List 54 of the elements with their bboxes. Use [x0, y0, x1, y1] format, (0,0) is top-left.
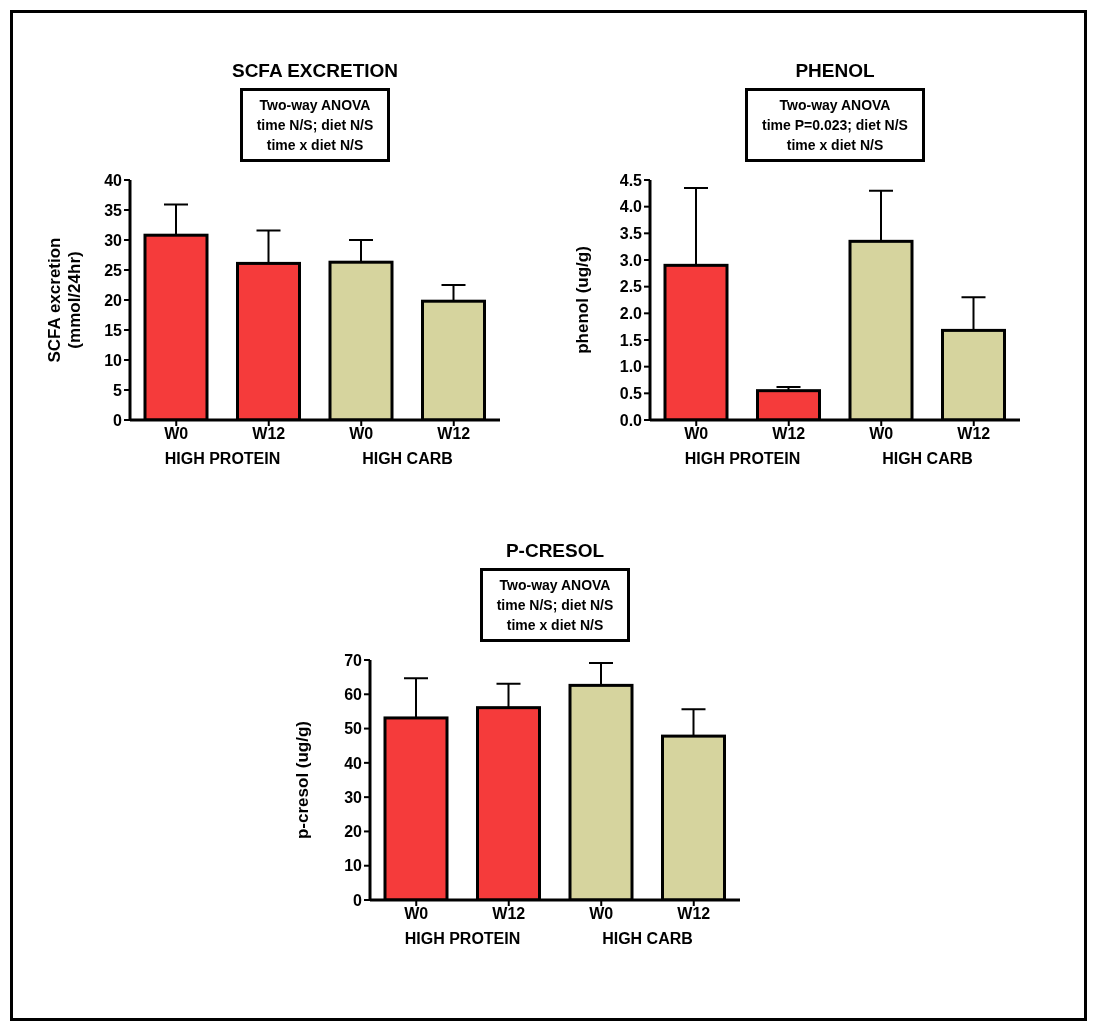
y-tick-label: 20	[104, 291, 123, 309]
y-tick-label: 2.5	[619, 278, 643, 296]
y-tick-label: 60	[344, 685, 363, 703]
y-axis-title: phenol (ug/g)	[573, 246, 592, 354]
y-tick-label: 3.5	[619, 225, 643, 243]
y-tick-label: 50	[344, 720, 363, 738]
y-tick-label: 4.5	[619, 171, 643, 189]
x-tick-label: W12	[492, 905, 526, 923]
y-tick-label: 0.0	[619, 411, 643, 429]
text: HIGH PROTEIN	[403, 930, 522, 948]
x-tick-label: W12	[677, 905, 711, 923]
y-tick-label: 1.0	[619, 358, 643, 376]
chart-title: P-CRESOL	[504, 540, 606, 562]
x-tick-label: W12	[252, 425, 286, 443]
x-tick-label: W0	[349, 425, 374, 443]
y-tick-label: 0.5	[619, 385, 643, 403]
y-tick-label: 1.5	[619, 331, 643, 349]
text: Two-way ANOVA time N/S; diet N/S time x diet N/S	[479, 568, 631, 642]
text: HIGH PROTEIN	[683, 450, 802, 468]
text: HIGH CARB	[881, 450, 974, 468]
y-tick-label: 20	[344, 823, 363, 841]
y-tick-label: 5	[113, 381, 123, 399]
y-tick-label: 40	[104, 171, 123, 189]
text: Two-way ANOVA time P=0.023; diet N/S time x diet N/S	[745, 88, 925, 162]
y-tick-label: 40	[344, 754, 363, 772]
y-tick-label: 10	[344, 857, 363, 875]
y-tick-label: 35	[104, 201, 123, 219]
x-tick-label: W0	[589, 905, 614, 923]
y-axis-title: p-cresol (ug/g)	[293, 720, 312, 840]
x-tick-label: W12	[957, 425, 991, 443]
text: HIGH CARB	[601, 930, 694, 948]
y-tick-label: 0	[353, 891, 363, 909]
y-tick-label: 10	[104, 351, 123, 369]
y-tick-label: 30	[104, 231, 123, 249]
y-tick-label: 0	[113, 411, 123, 429]
x-tick-label: W12	[772, 425, 806, 443]
x-tick-label: W0	[164, 425, 189, 443]
x-tick-label: W0	[684, 425, 709, 443]
text: HIGH CARB	[361, 450, 454, 468]
y-tick-label: 2.0	[619, 305, 643, 323]
text: Two-way ANOVA time N/S; diet N/S time x diet N/S	[239, 88, 391, 162]
y-tick-label: 25	[104, 261, 123, 279]
x-tick-label: W0	[869, 425, 894, 443]
x-tick-label: W0	[404, 905, 429, 923]
chart-title: SCFA EXCRETION	[230, 60, 400, 82]
x-tick-label: W12	[437, 425, 471, 443]
y-tick-label: 70	[344, 651, 363, 669]
y-tick-label: 3.0	[619, 251, 643, 269]
text: HIGH PROTEIN	[163, 450, 282, 468]
y-tick-label: 15	[104, 321, 123, 339]
y-tick-label: 30	[344, 788, 363, 806]
y-tick-label: 4.0	[619, 198, 643, 216]
y-axis-title: SCFA excretion (mmol/24hr)	[45, 237, 84, 363]
chart-title: PHENOL	[794, 60, 876, 82]
